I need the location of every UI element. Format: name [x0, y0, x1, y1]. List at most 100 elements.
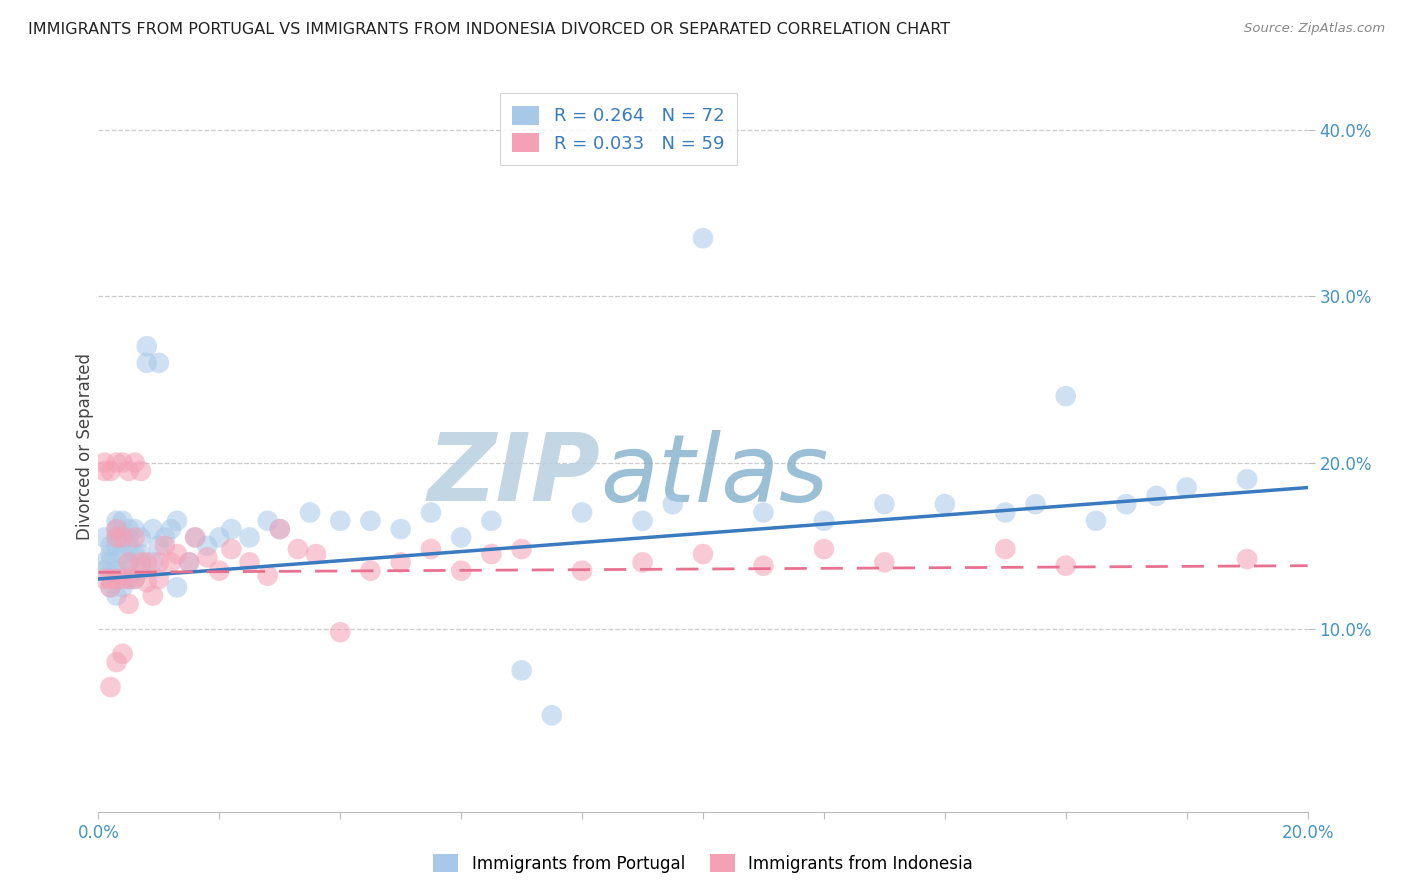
Point [184, 530, 207, 544]
Point [111, 514, 134, 528]
Point [305, 547, 328, 561]
Point [287, 542, 309, 557]
Point [540, 708, 562, 723]
Point [1236, 472, 1258, 486]
Point [571, 506, 593, 520]
Point [93, 555, 115, 569]
Point [692, 547, 714, 561]
Point [208, 564, 231, 578]
Point [142, 589, 165, 603]
Point [105, 655, 128, 669]
Point [1175, 481, 1198, 495]
Point [105, 530, 128, 544]
Point [93, 456, 115, 470]
Point [481, 547, 503, 561]
Point [269, 522, 291, 536]
Point [118, 530, 141, 544]
Point [631, 514, 654, 528]
Point [105, 564, 128, 578]
Point [148, 555, 170, 569]
Point [124, 522, 146, 536]
Point [100, 464, 122, 478]
Point [1115, 497, 1137, 511]
Point [93, 572, 115, 586]
Point [129, 564, 152, 578]
Point [184, 530, 207, 544]
Point [100, 547, 122, 561]
Point [166, 547, 188, 561]
Point [420, 506, 443, 520]
Point [135, 356, 157, 370]
Point [481, 514, 503, 528]
Point [166, 514, 188, 528]
Point [118, 464, 141, 478]
Point [111, 647, 134, 661]
Point [360, 514, 382, 528]
Point [752, 506, 775, 520]
Point [994, 506, 1017, 520]
Point [148, 572, 170, 586]
Point [135, 339, 157, 353]
Point [239, 530, 262, 544]
Point [934, 497, 956, 511]
Point [124, 456, 146, 470]
Point [420, 542, 443, 557]
Point [105, 514, 128, 528]
Point [118, 539, 141, 553]
Point [873, 497, 896, 511]
Point [111, 530, 134, 544]
Point [148, 539, 170, 553]
Point [195, 550, 218, 565]
Point [142, 555, 165, 569]
Point [118, 555, 141, 569]
Text: ZIP: ZIP [427, 429, 600, 521]
Point [93, 464, 115, 478]
Point [160, 555, 183, 569]
Point [129, 547, 152, 561]
Point [450, 564, 472, 578]
Point [111, 547, 134, 561]
Point [105, 530, 128, 544]
Point [179, 555, 201, 569]
Point [129, 555, 152, 569]
Point [994, 542, 1017, 557]
Point [1024, 497, 1046, 511]
Point [1054, 558, 1077, 573]
Point [389, 522, 412, 536]
Text: atlas: atlas [600, 430, 828, 521]
Point [105, 522, 128, 536]
Point [100, 580, 122, 594]
Point [360, 564, 382, 578]
Point [111, 564, 134, 578]
Point [124, 572, 146, 586]
Point [813, 514, 835, 528]
Point [118, 572, 141, 586]
Point [111, 580, 134, 594]
Point [105, 456, 128, 470]
Point [389, 555, 412, 569]
Point [148, 356, 170, 370]
Point [239, 555, 262, 569]
Point [100, 680, 122, 694]
Point [100, 580, 122, 594]
Point [100, 572, 122, 586]
Point [752, 558, 775, 573]
Point [93, 564, 115, 578]
Point [256, 514, 278, 528]
Point [93, 530, 115, 544]
Point [510, 664, 533, 678]
Point [100, 555, 122, 569]
Point [111, 456, 134, 470]
Point [873, 555, 896, 569]
Point [299, 506, 322, 520]
Point [118, 572, 141, 586]
Point [160, 522, 183, 536]
Point [129, 464, 152, 478]
Point [100, 539, 122, 553]
Point [631, 555, 654, 569]
Point [118, 555, 141, 569]
Point [142, 522, 165, 536]
Point [510, 542, 533, 557]
Point [105, 572, 128, 586]
Point [195, 539, 218, 553]
